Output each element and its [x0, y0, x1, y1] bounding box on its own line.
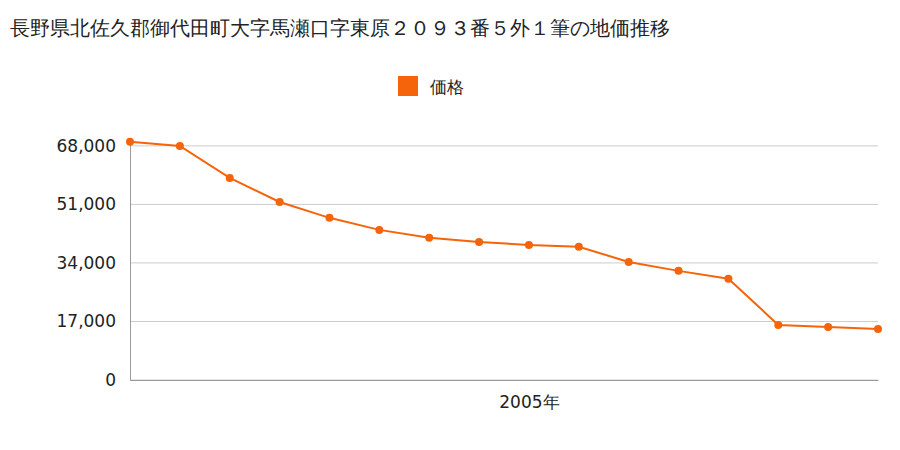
point — [226, 174, 234, 182]
y-axis-line — [130, 140, 131, 381]
legend-item: 価格 — [398, 76, 464, 97]
point — [575, 243, 583, 251]
point — [675, 267, 683, 275]
y-tick: 0 — [105, 370, 130, 390]
point — [475, 238, 483, 246]
series-line — [130, 142, 878, 329]
point — [325, 214, 333, 222]
chart: 長野県北佐久郡御代田町大字馬瀬口字東原２０９３番５外１筆の地価推移価格 0 17,0… — [0, 0, 900, 450]
y-tick-label: 68,000 — [57, 136, 116, 156]
y-tick-label: 17,000 — [57, 311, 116, 331]
grid — [130, 146, 878, 380]
point — [724, 275, 732, 283]
y-tick: 68,000 — [57, 136, 130, 156]
y-tick: 34,000 — [57, 253, 130, 273]
point — [425, 234, 433, 242]
point — [176, 142, 184, 150]
y-tick: 51,000 — [57, 194, 130, 214]
point — [824, 323, 832, 331]
legend-label: 価格 — [430, 77, 464, 97]
legend: 価格 — [398, 76, 464, 97]
grid-line — [130, 321, 878, 322]
grid-line — [130, 262, 878, 263]
y-tick: 17,000 — [57, 311, 130, 331]
y-tick-label: 51,000 — [57, 194, 116, 214]
plot: 0 17,000 34,000 51,000 68,000 2005年 — [57, 136, 882, 412]
point — [874, 325, 882, 333]
x-axis: 2005年 — [131, 380, 879, 412]
point — [276, 198, 284, 206]
marks — [126, 138, 882, 333]
y-tick-label: 0 — [105, 370, 116, 390]
point — [126, 138, 134, 146]
grid-line — [130, 145, 878, 146]
grid-line — [130, 204, 878, 205]
point — [774, 321, 782, 329]
point — [375, 226, 383, 234]
legend-swatch — [398, 76, 418, 96]
title: 長野県北佐久郡御代田町大字馬瀬口字東原２０９３番５外１筆の地価推移 — [10, 16, 670, 40]
x-axis-line — [131, 380, 879, 381]
point — [525, 241, 533, 249]
x-tick: 2005年 — [499, 380, 559, 412]
point — [625, 258, 633, 266]
x-tick-label: 2005年 — [499, 392, 559, 412]
y-tick-label: 34,000 — [57, 253, 116, 273]
grid-line — [130, 380, 878, 381]
y-axis: 0 17,000 34,000 51,000 68,000 — [57, 136, 131, 390]
